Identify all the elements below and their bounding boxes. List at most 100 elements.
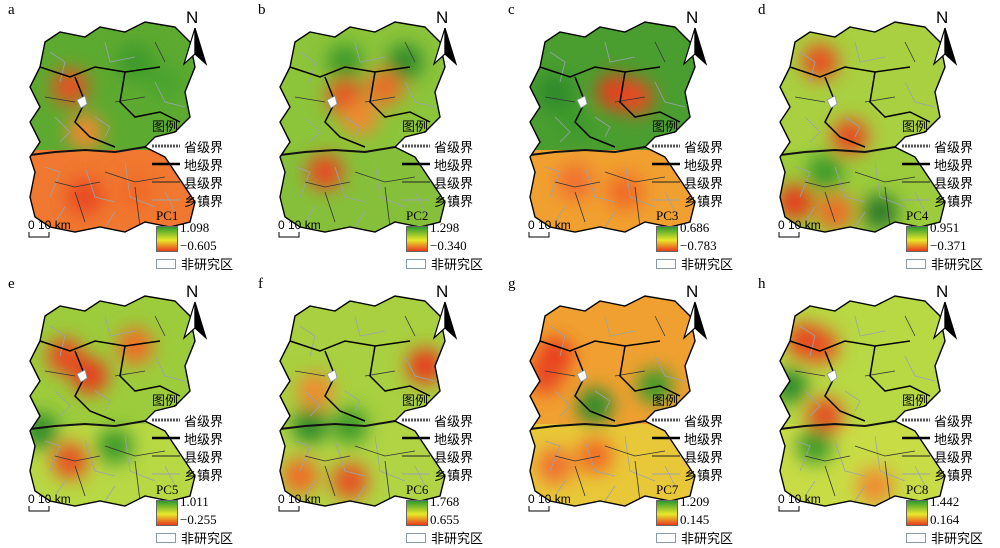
scale-min: −0.371: [930, 238, 967, 253]
hotspot: [367, 69, 403, 105]
township-boundary: [654, 355, 686, 382]
north-arrow: N: [678, 282, 712, 342]
township-boundary: [804, 390, 821, 417]
legend-item-province: 省级界: [652, 137, 750, 155]
legend-label: 县级界: [434, 175, 474, 191]
township-boundary: [304, 480, 316, 497]
legend-title: 图例: [652, 119, 679, 134]
coolspot: [637, 368, 673, 404]
north-arrow: N: [178, 8, 212, 68]
township-boundary: [124, 161, 156, 208]
scale-min: 0.655: [430, 512, 460, 527]
north-label: N: [686, 8, 699, 27]
township-boundary: [304, 206, 316, 223]
panel-letter: c: [508, 2, 515, 18]
north-label: N: [936, 282, 949, 301]
county-boundary: [154, 315, 166, 337]
township-boundary: [304, 390, 321, 417]
township-boundary: [104, 315, 136, 337]
township-boundary: [554, 480, 566, 497]
legend-title: 图例: [152, 119, 179, 134]
non-study-swatch: [656, 532, 676, 543]
county-boundary: [904, 41, 916, 63]
county-boundary: [804, 181, 851, 188]
township-boundary: [874, 161, 906, 208]
township-boundary: [799, 51, 816, 83]
coolspot: [780, 368, 808, 404]
scale-bar: 0 10 km: [528, 492, 571, 512]
scale-max: 1.209: [680, 494, 710, 509]
scale-max: 1.768: [430, 494, 460, 509]
legend-label: 县级界: [934, 449, 974, 465]
county-boundary: [554, 181, 601, 188]
township-boundary: [334, 440, 366, 477]
township-boundary: [374, 435, 406, 482]
prefecture-boundary: [789, 340, 911, 352]
township-boundary: [554, 390, 571, 417]
non-study-swatch: [906, 258, 926, 269]
prefecture-boundary: [619, 71, 681, 123]
scale-max: 0.686: [680, 220, 710, 235]
county-boundary: [544, 370, 576, 377]
legend-item-province: 省级界: [902, 137, 1000, 155]
scale-max: 1.011: [180, 494, 209, 509]
legend-label: 乡镇界: [684, 467, 724, 483]
study-area-outline: [279, 21, 446, 233]
township-boundary: [294, 440, 311, 472]
map-panel-b: b N 图例 省级界 地级界 县级界 乡镇界 0 10 km: [250, 0, 500, 274]
county-boundary: [854, 445, 916, 457]
township-boundary: [299, 51, 316, 83]
prefecture-boundary: [119, 345, 181, 397]
north-arrow: N: [428, 282, 462, 342]
county-boundary: [324, 191, 336, 223]
legend-item-township: 乡镇界: [652, 465, 750, 483]
province-boundary: [530, 420, 646, 430]
legend: 图例 省级界 地级界 县级界 乡镇界: [902, 116, 1000, 209]
county-boundary: [904, 315, 916, 337]
legend-label: 县级界: [184, 449, 224, 465]
legend-label: 县级界: [434, 449, 474, 465]
non-study-enclave: [326, 369, 338, 383]
township-boundary: [854, 485, 866, 502]
prefecture-boundary: [619, 345, 681, 397]
county-boundary: [54, 455, 101, 462]
legend-item-township: 乡镇界: [652, 191, 750, 209]
legend-item-prefecture: 地级界: [652, 429, 750, 447]
north-arrow-icon: [932, 27, 958, 66]
province-boundary: [280, 420, 396, 430]
county-boundary: [354, 171, 416, 183]
legend: 图例 省级界 地级界 县级界 乡镇界: [652, 116, 750, 209]
non-study-label: 非研究区: [931, 257, 984, 272]
prefecture-boundary: [324, 76, 366, 148]
non-study-area: 非研究区: [156, 528, 233, 547]
township-boundary: [604, 485, 616, 502]
township-boundary: [354, 41, 386, 63]
county-boundary: [554, 455, 601, 462]
township-boundary: [354, 211, 366, 228]
township-boundary: [94, 390, 111, 412]
county-boundary: [654, 41, 666, 63]
map-panel-a: a N 图例 省级界 地级界 县级界 乡镇界 0 10 km: [0, 0, 250, 274]
township-boundary: [854, 315, 886, 337]
scale-label: 0 10 km: [778, 492, 821, 506]
legend-label: 乡镇界: [434, 193, 474, 209]
county-boundary: [294, 370, 326, 377]
non-study-label: 非研究区: [431, 531, 484, 546]
panel-letter: h: [758, 276, 766, 292]
non-study-enclave: [826, 95, 838, 109]
township-boundary: [804, 480, 816, 497]
legend-item-township: 乡镇界: [152, 465, 250, 483]
color-scale: PC6 1.768 0.655 非研究区: [402, 482, 500, 546]
legend-label: 省级界: [434, 413, 474, 429]
legend-title: 图例: [652, 393, 679, 408]
scale-label: 0 10 km: [278, 492, 321, 506]
prefecture-boundary: [824, 76, 866, 148]
township-boundary: [354, 485, 366, 502]
county-boundary: [74, 465, 86, 497]
non-study-label: 非研究区: [181, 257, 234, 272]
legend-label: 地级界: [184, 431, 224, 447]
color-scale: PC2 1.298 −0.340 非研究区: [402, 208, 500, 272]
non-study-enclave: [76, 95, 88, 109]
township-boundary: [49, 51, 66, 83]
hotspot: [297, 373, 333, 409]
